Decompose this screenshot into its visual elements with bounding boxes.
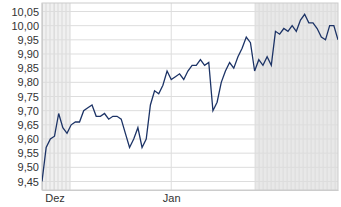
x-tick: Jan bbox=[163, 190, 181, 204]
y-tick: 9,50 bbox=[18, 161, 42, 173]
y-tick-label: 10,05 bbox=[11, 6, 39, 18]
grid-line-y bbox=[42, 181, 338, 182]
plot: 9,45 9,50 9,55 9,60 9,65 9,70 9,75 9,80 9,85 9,90… bbox=[11, 3, 338, 204]
y-tick: 9,45 bbox=[18, 176, 42, 188]
y-tick: 9,80 bbox=[18, 76, 42, 88]
x-tick-label: Jan bbox=[163, 192, 181, 204]
shaded-regions bbox=[42, 3, 338, 190]
grid-line-y bbox=[42, 167, 338, 168]
y-tick-label: 9,65 bbox=[18, 119, 39, 131]
x-tick: Dez bbox=[45, 190, 65, 204]
y-tick-label: 9,90 bbox=[18, 48, 39, 60]
grid-line-y bbox=[42, 153, 338, 154]
x-tick-label: Dez bbox=[45, 192, 65, 204]
grid-line-y bbox=[42, 54, 338, 55]
y-tick: 9,60 bbox=[18, 133, 42, 145]
y-tick-label: 9,55 bbox=[18, 147, 39, 159]
grid-line-y bbox=[42, 124, 338, 125]
y-tick: 9,75 bbox=[18, 91, 42, 103]
grid-line-y bbox=[42, 110, 338, 111]
y-axis: 9,45 9,50 9,55 9,60 9,65 9,70 9,75 9,80 9,85 9,90… bbox=[11, 4, 42, 191]
grid-line-y bbox=[42, 39, 338, 40]
grid-line-x bbox=[54, 3, 55, 190]
grid-line-y bbox=[42, 11, 338, 12]
y-tick-label: 9,85 bbox=[18, 62, 39, 74]
x-axis: Dez Jan bbox=[43, 190, 339, 204]
y-tick: 10,00 bbox=[11, 20, 42, 32]
y-tick-label: 9,60 bbox=[18, 133, 39, 145]
y-tick: 9,95 bbox=[18, 34, 42, 46]
y-axis-line bbox=[42, 4, 43, 191]
y-tick-label: 9,80 bbox=[18, 76, 39, 88]
y-tick: 9,70 bbox=[18, 105, 42, 117]
grid-line-y bbox=[42, 82, 338, 83]
grid-line-x bbox=[171, 3, 172, 190]
y-tick: 9,85 bbox=[18, 62, 42, 74]
chart: 9,45 9,50 9,55 9,60 9,65 9,70 9,75 9,80 9,85 9,90… bbox=[0, 0, 341, 207]
y-tick: 9,65 bbox=[18, 119, 42, 131]
y-tick: 9,90 bbox=[18, 48, 42, 60]
grid-line-y bbox=[42, 25, 338, 26]
price-line bbox=[42, 14, 338, 181]
y-tick-label: 9,45 bbox=[18, 176, 39, 188]
plot-frame bbox=[42, 3, 338, 190]
y-tick-label: 9,70 bbox=[18, 105, 39, 117]
y-tick-label: 9,75 bbox=[18, 91, 39, 103]
y-tick: 10,05 bbox=[11, 6, 42, 18]
series bbox=[42, 14, 338, 181]
y-tick-label: 9,95 bbox=[18, 34, 39, 46]
y-tick-label: 9,50 bbox=[18, 161, 39, 173]
grid bbox=[42, 3, 338, 190]
grid-line-y bbox=[42, 139, 338, 140]
grid-line-y bbox=[42, 96, 338, 97]
y-tick: 9,55 bbox=[18, 147, 42, 159]
x-axis-line bbox=[43, 190, 339, 191]
y-tick-label: 10,00 bbox=[11, 20, 39, 32]
